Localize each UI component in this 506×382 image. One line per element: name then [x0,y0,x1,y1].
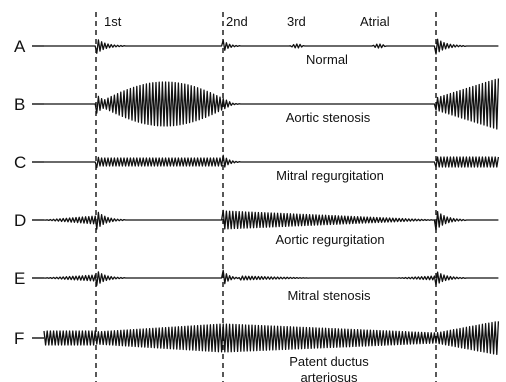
waveform-normal [44,38,499,55]
waveform-mitral-stenosis [43,269,499,286]
row-letters: A B C D E F [14,37,26,348]
caption-arteriosus: arteriosus [300,370,358,382]
event-label-atrial: Atrial [360,14,390,29]
caption-patent-ductus: Patent ductus [289,354,369,369]
caption-normal: Normal [306,52,348,67]
caption-aortic-regurgitation: Aortic regurgitation [275,232,384,247]
event-dividers [95,12,437,382]
caption-mitral-regurgitation: Mitral regurgitation [276,168,384,183]
waveform-mitral-regurgitation [44,154,500,169]
row-letter-d: D [14,211,26,230]
event-label-1st: 1st [104,14,122,29]
row-letter-b: B [14,95,25,114]
waveform-aortic-stenosis [44,78,500,130]
event-labels: 1st 2nd 3rd Atrial [104,14,390,29]
waveforms [43,38,500,356]
caption-mitral-stenosis: Mitral stenosis [287,288,371,303]
waveform-aortic-regurgitation [43,209,499,231]
lead-lines [32,45,44,339]
event-label-3rd: 3rd [287,14,306,29]
row-letter-f: F [14,329,24,348]
row-letter-c: C [14,153,26,172]
waveform-patent-ductus-arteriosus [43,321,500,356]
caption-aortic-stenosis: Aortic stenosis [286,110,371,125]
row-letter-e: E [14,269,25,288]
event-label-2nd: 2nd [226,14,248,29]
row-letter-a: A [14,37,26,56]
captions: Normal Aortic stenosis Mitral regurgitat… [238,52,424,382]
